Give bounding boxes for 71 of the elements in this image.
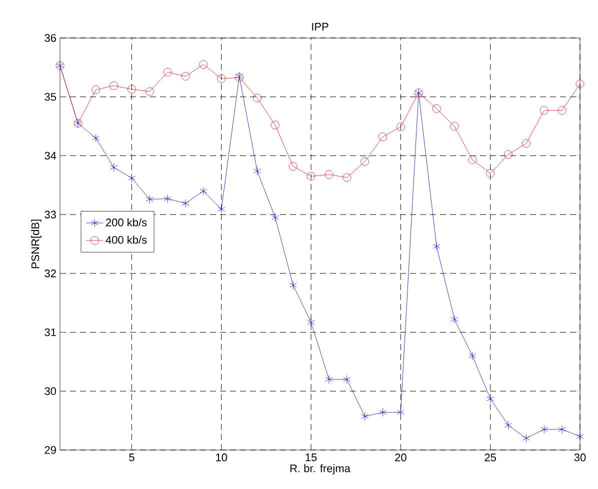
point <box>110 163 118 172</box>
point <box>128 85 136 94</box>
point <box>288 162 298 171</box>
x-tick-label: 5 <box>129 454 134 462</box>
y-tick-label: 32 <box>44 270 56 278</box>
point <box>270 120 280 130</box>
point <box>450 315 458 324</box>
point <box>343 375 351 384</box>
point <box>576 432 584 441</box>
point <box>325 375 333 384</box>
point <box>289 280 297 290</box>
point <box>253 94 262 102</box>
point <box>92 134 100 142</box>
point <box>361 412 368 421</box>
point <box>522 434 530 442</box>
legend-label: 200 kb/s <box>106 218 147 226</box>
point <box>200 186 208 196</box>
y-tick-label: 29 <box>44 446 56 454</box>
x-tick-label: 15 <box>306 454 317 462</box>
point <box>110 81 118 90</box>
point <box>146 195 154 204</box>
point <box>218 205 226 214</box>
point <box>307 318 315 326</box>
point <box>254 166 261 176</box>
y-tick-label: 35 <box>44 92 56 101</box>
point <box>522 139 530 148</box>
point <box>378 132 387 142</box>
point <box>272 213 279 222</box>
point <box>468 352 476 360</box>
y-tick-label: 34 <box>44 152 56 160</box>
point <box>145 87 154 96</box>
x-tick-label: 20 <box>395 454 406 462</box>
point <box>163 68 172 76</box>
point <box>504 421 512 430</box>
point <box>342 173 352 182</box>
point <box>324 170 334 179</box>
point <box>432 104 441 113</box>
chart-title: IPP <box>312 22 328 30</box>
point <box>558 425 566 434</box>
y-tick-label: 30 <box>44 387 56 396</box>
point <box>450 122 459 130</box>
y-tick-label: 33 <box>44 210 56 218</box>
point <box>558 106 566 115</box>
point <box>540 425 548 434</box>
point <box>576 80 584 88</box>
y-tick-label: 36 <box>44 34 56 42</box>
point <box>504 150 512 159</box>
y-tick-label: 31 <box>44 328 56 336</box>
point <box>468 156 477 164</box>
x-tick-label: 10 <box>216 454 228 462</box>
legend-label: 400 kb/s <box>106 236 147 244</box>
point <box>486 394 494 403</box>
point <box>540 106 548 115</box>
point <box>182 199 190 208</box>
point <box>199 60 208 69</box>
point <box>181 72 190 80</box>
x-axis-title: R. br. frejma <box>290 464 350 474</box>
point <box>128 174 136 182</box>
point <box>217 74 226 83</box>
y-axis-title: PSNR[dB] <box>31 220 42 268</box>
point <box>396 122 405 132</box>
x-tick-label: 30 <box>574 454 586 462</box>
point <box>397 408 404 417</box>
point <box>432 242 440 251</box>
point <box>164 194 172 203</box>
point <box>306 172 316 181</box>
x-tick-label: 25 <box>484 454 496 462</box>
point <box>360 157 370 166</box>
point <box>486 169 495 178</box>
point <box>92 86 100 94</box>
point <box>379 408 386 417</box>
